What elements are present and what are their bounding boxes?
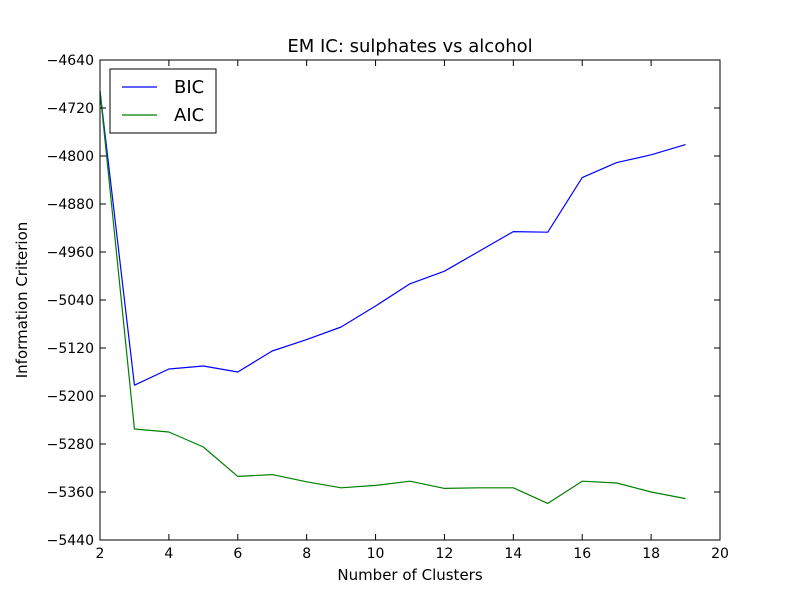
x-tick-label: 16 [573,546,591,562]
y-tick-label: −4960 [47,245,94,261]
y-tick-label: −4720 [47,101,94,117]
chart-title: EM IC: sulphates vs alcohol [287,36,532,57]
x-tick-label: 14 [504,546,522,562]
x-tick-label: 2 [96,546,105,562]
x-axis-label: Number of Clusters [337,566,482,584]
y-tick-label: −5120 [47,341,94,357]
y-tick-label: −5040 [47,293,94,309]
legend: BIC AIC [109,68,217,134]
x-tick-label: 6 [233,546,242,562]
tick-labels: 2 4 6 8 10 12 14 16 18 20 −4640 −4720 −4800 −4880 −496… [47,53,729,562]
x-tick-label: 18 [642,546,660,562]
y-tick-label: −4800 [47,149,94,165]
y-tick-label: −5280 [47,437,94,453]
x-tick-label: 8 [302,546,311,562]
x-tick-label: 10 [367,546,385,562]
series-line-aic [99,91,686,504]
x-tick-label: 20 [711,546,729,562]
x-tick-label: 4 [164,546,173,562]
y-tick-label: −5360 [47,485,94,501]
x-tick-label: 12 [436,546,454,562]
y-axis-label: Information Criterion [13,222,31,379]
legend-label-bic: BIC [174,77,204,98]
y-tick-label: −4640 [47,53,94,69]
series-line-bic [99,91,686,386]
plot-lines [99,91,686,504]
y-tick-label: −4880 [47,197,94,213]
ticks [99,59,721,541]
y-tick-label: −5200 [47,389,94,405]
y-tick-label: −5440 [47,533,94,549]
legend-box [109,68,217,134]
legend-label-aic: AIC [174,105,204,126]
